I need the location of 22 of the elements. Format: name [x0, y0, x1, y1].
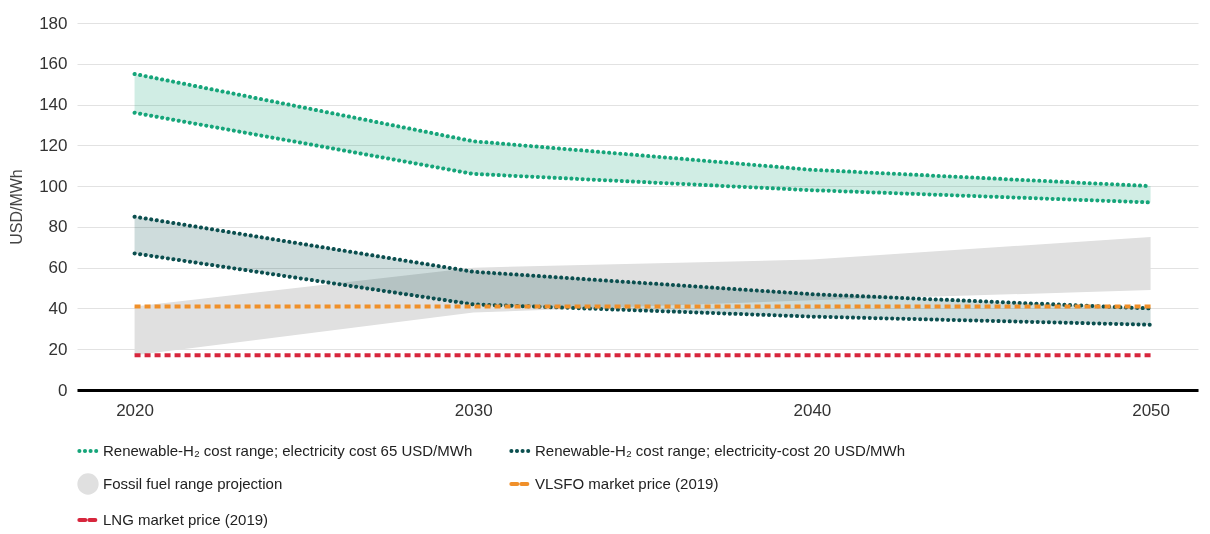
y-tick-label: 100 [39, 176, 68, 196]
y-tick-label: 160 [39, 54, 68, 74]
line-series [132, 110, 1153, 205]
legend-label: Renewable-H₂ cost range; electricity-cost 20 USD/MWh [535, 442, 906, 459]
x-tick-label: 2040 [793, 400, 832, 420]
line-series [132, 251, 1153, 327]
x-tick-label: 2030 [454, 400, 493, 420]
y-tick-label: 20 [48, 339, 68, 359]
x-tick-label: 2050 [1132, 400, 1170, 420]
y-tick-label: 60 [48, 258, 68, 278]
y-tick-label: 80 [48, 217, 68, 237]
y-tick-label: 0 [58, 380, 68, 400]
x-tick-label: 2020 [116, 400, 154, 420]
legend-label: VLSFO market price (2019) [535, 475, 719, 492]
legend-label: Renewable-H₂ cost range; electricity cost 65 USD/MWh [103, 442, 473, 459]
legend-label: Fossil fuel range projection [103, 475, 283, 492]
y-tick-label: 120 [39, 135, 68, 155]
y-axis-title: USD/MWh [8, 169, 26, 245]
y-tick-label: 140 [39, 95, 68, 115]
y-tick-label: 40 [48, 298, 68, 318]
y-tick-label: 180 [39, 13, 68, 33]
legend-label: LNG market price (2019) [103, 511, 269, 528]
